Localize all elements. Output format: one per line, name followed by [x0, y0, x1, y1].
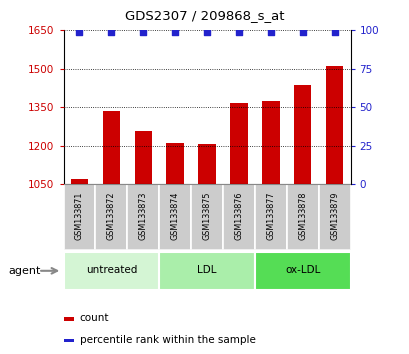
Text: ox-LDL: ox-LDL — [284, 265, 319, 275]
Point — [299, 29, 305, 34]
Text: count: count — [79, 313, 109, 323]
Point — [267, 29, 274, 34]
Bar — [63, 184, 95, 250]
Text: GDS2307 / 209868_s_at: GDS2307 / 209868_s_at — [125, 9, 284, 22]
Text: GSM133874: GSM133874 — [170, 191, 179, 240]
Bar — [318, 184, 350, 250]
Bar — [325, 66, 343, 184]
Bar — [70, 179, 88, 184]
Bar — [286, 184, 318, 250]
Bar — [293, 85, 311, 184]
Text: GSM133871: GSM133871 — [75, 191, 84, 240]
Point — [139, 29, 146, 34]
Point — [235, 29, 242, 34]
Point — [203, 29, 210, 34]
Bar — [261, 102, 279, 184]
Text: GSM133875: GSM133875 — [202, 191, 211, 240]
Bar — [95, 184, 127, 250]
Bar — [134, 131, 152, 184]
Text: GSM133878: GSM133878 — [297, 191, 306, 240]
Text: percentile rank within the sample: percentile rank within the sample — [79, 335, 255, 344]
Point — [76, 29, 83, 34]
Bar — [63, 318, 74, 321]
Bar — [229, 103, 247, 184]
Text: GSM133877: GSM133877 — [266, 191, 275, 240]
Text: agent: agent — [8, 266, 40, 276]
Bar — [63, 339, 74, 342]
Bar — [159, 252, 254, 290]
Bar — [63, 252, 159, 290]
Bar — [159, 184, 191, 250]
Bar — [102, 111, 120, 184]
Bar — [127, 184, 159, 250]
Point — [171, 29, 178, 34]
Text: GSM133873: GSM133873 — [138, 191, 147, 240]
Text: GSM133876: GSM133876 — [234, 191, 243, 240]
Bar — [222, 184, 254, 250]
Bar — [191, 184, 222, 250]
Text: untreated: untreated — [85, 265, 137, 275]
Point — [330, 29, 337, 34]
Bar — [198, 144, 215, 184]
Bar — [254, 252, 350, 290]
Text: LDL: LDL — [197, 265, 216, 275]
Text: GSM133872: GSM133872 — [107, 191, 116, 240]
Point — [108, 29, 115, 34]
Text: GSM133879: GSM133879 — [329, 191, 338, 240]
Bar — [166, 143, 184, 184]
Bar — [254, 184, 286, 250]
